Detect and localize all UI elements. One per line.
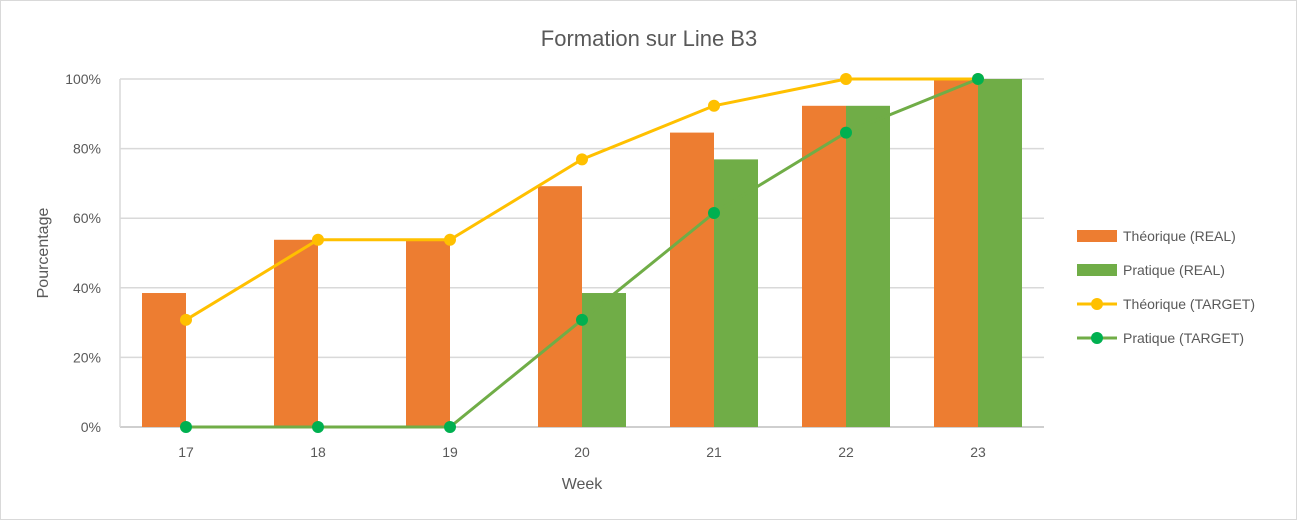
data-point-marker (180, 313, 192, 326)
x-tick-label: 19 (442, 444, 458, 460)
y-tick-label: 100% (65, 71, 101, 87)
bar (538, 186, 582, 427)
bar (846, 105, 890, 428)
data-point-marker (708, 99, 720, 112)
x-tick-label: 21 (706, 444, 722, 460)
legend-label: Théorique (REAL) (1123, 228, 1236, 244)
bar (934, 79, 978, 427)
data-point-marker (708, 206, 720, 219)
bar (670, 132, 714, 428)
x-tick-label: 22 (838, 444, 854, 460)
bar-series (142, 79, 1022, 428)
x-tick-label: 20 (574, 444, 590, 460)
y-axis-ticks: 0% 20% 40% 60% 80% 100% (65, 71, 101, 435)
data-point-marker (972, 73, 984, 85)
x-tick-label: 18 (310, 444, 326, 460)
data-point-marker (444, 421, 456, 433)
bar (274, 239, 318, 427)
legend-marker (1091, 298, 1103, 310)
data-point-marker (576, 153, 588, 166)
legend-label: Théorique (TARGET) (1123, 296, 1255, 312)
data-point-marker (444, 233, 456, 246)
legend-swatch (1077, 230, 1117, 242)
x-tick-label: 23 (970, 444, 986, 460)
x-tick-label: 17 (178, 444, 194, 460)
legend-swatch (1077, 264, 1117, 276)
bar (714, 159, 758, 427)
data-point-marker (840, 73, 852, 85)
x-axis-label: Week (562, 476, 604, 493)
line-series (180, 73, 984, 433)
x-axis-ticks: 17 18 19 20 21 22 23 (178, 444, 986, 460)
data-point-marker (840, 126, 852, 139)
bar (802, 105, 846, 428)
bar (978, 79, 1022, 427)
y-tick-label: 0% (81, 419, 101, 435)
bar (406, 239, 450, 427)
data-point-marker (312, 233, 324, 246)
chart-title: Formation sur Line B3 (541, 26, 757, 51)
y-tick-label: 40% (73, 280, 101, 296)
data-point-marker (180, 421, 192, 433)
legend-label: Pratique (TARGET) (1123, 330, 1244, 346)
data-point-marker (576, 313, 588, 326)
legend: Théorique (REAL) Pratique (REAL) Théorique… (1077, 228, 1255, 346)
legend-marker (1091, 332, 1103, 344)
data-point-marker (312, 421, 324, 433)
y-tick-label: 60% (73, 210, 101, 226)
bar (142, 293, 186, 427)
legend-label: Pratique (REAL) (1123, 262, 1225, 278)
y-tick-label: 80% (73, 141, 101, 157)
y-tick-label: 20% (73, 349, 101, 365)
y-axis-label: Pourcentage (35, 208, 52, 299)
